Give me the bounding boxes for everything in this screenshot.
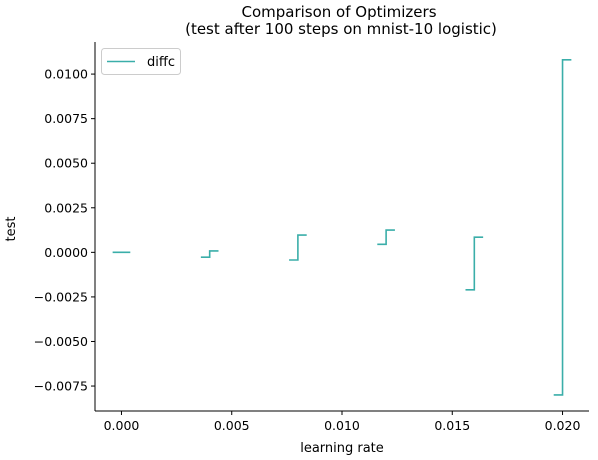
x-tick-label: 0.020 xyxy=(545,418,581,433)
series-diffc-step-1 xyxy=(200,250,219,258)
y-tick-label: 0.0000 xyxy=(44,245,88,260)
x-tick-label: 0.000 xyxy=(104,418,140,433)
series-diffc-step-4 xyxy=(465,236,484,291)
y-axis-label: test xyxy=(4,217,19,242)
x-tick-label: 0.005 xyxy=(214,418,250,433)
x-tick-label: 0.010 xyxy=(324,418,360,433)
y-tick-label: 0.0025 xyxy=(44,200,88,215)
y-tick-label: 0.0075 xyxy=(44,111,88,126)
y-tick-label: −0.0025 xyxy=(34,289,88,304)
series-diffc-step-3 xyxy=(377,229,395,246)
y-tick-label: −0.0050 xyxy=(34,334,88,349)
legend-frame xyxy=(101,48,181,75)
y-tick-label: −0.0075 xyxy=(34,379,88,394)
x-axis-label: learning rate xyxy=(300,441,384,456)
y-tick-label: 0.0050 xyxy=(44,156,88,171)
x-tick-label: 0.015 xyxy=(434,418,470,433)
series-diffc-step-2 xyxy=(289,234,307,261)
legend: diffc xyxy=(101,48,181,75)
series-diffc-step-5 xyxy=(553,59,572,396)
chart-title: Comparison of Optimizers xyxy=(241,3,436,21)
y-axis-ticks: −0.0075 −0.0050 −0.0025 0.0000 0.0025 0.0050 0… xyxy=(34,67,95,394)
series-layer xyxy=(112,59,572,396)
chart-subtitle: (test after 100 steps on mnist-10 logist… xyxy=(185,20,497,38)
y-tick-label: 0.0100 xyxy=(44,67,88,82)
legend-label-diffc: diffc xyxy=(147,55,175,70)
x-axis-ticks: 0.000 0.005 0.010 0.015 0.020 xyxy=(104,411,581,433)
